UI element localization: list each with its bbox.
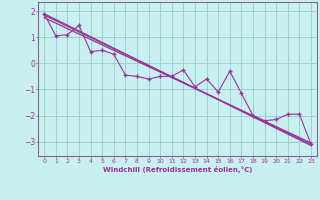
X-axis label: Windchill (Refroidissement éolien,°C): Windchill (Refroidissement éolien,°C) xyxy=(103,166,252,173)
